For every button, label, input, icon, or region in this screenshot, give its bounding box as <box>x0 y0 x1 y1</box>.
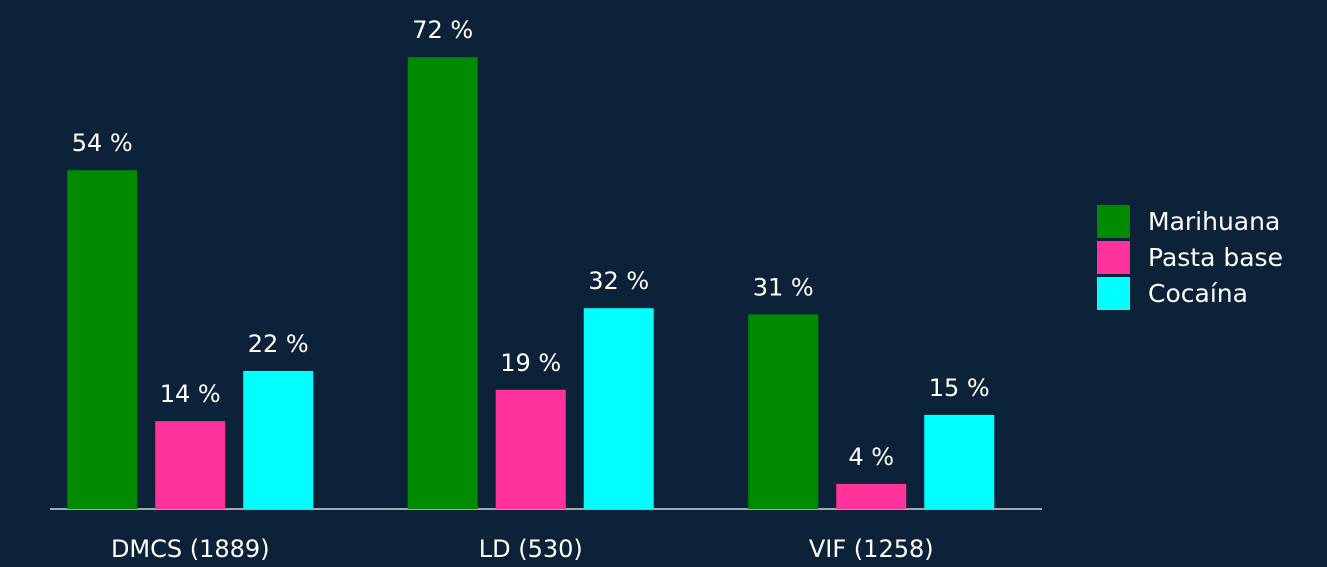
data-label: 54 % <box>72 129 133 157</box>
legend-label: Cocaína <box>1148 279 1248 308</box>
data-label: 14 % <box>160 380 221 408</box>
bar <box>67 170 138 509</box>
legend-label: Marihuana <box>1148 207 1280 236</box>
x-tick-label: LD (530) <box>479 535 583 563</box>
bar <box>748 314 819 509</box>
data-label: 15 % <box>929 374 990 402</box>
x-tick-label: DMCS (1889) <box>111 535 270 563</box>
data-label: 32 % <box>588 267 649 295</box>
bar <box>495 389 566 509</box>
data-label: 31 % <box>753 273 814 301</box>
data-label: 4 % <box>848 443 894 471</box>
legend-swatch <box>1097 277 1130 310</box>
data-label: 19 % <box>500 349 561 377</box>
legend-swatch <box>1097 205 1130 238</box>
x-tick-label: VIF (1258) <box>809 535 934 563</box>
bar <box>583 308 654 509</box>
legend-swatch <box>1097 241 1130 274</box>
bar <box>836 483 907 509</box>
data-label: 22 % <box>248 330 309 358</box>
bar <box>243 370 314 509</box>
bar <box>924 414 995 509</box>
bar <box>155 421 226 509</box>
data-label: 72 % <box>412 16 473 44</box>
bar <box>407 57 478 509</box>
legend-label: Pasta base <box>1148 243 1283 272</box>
